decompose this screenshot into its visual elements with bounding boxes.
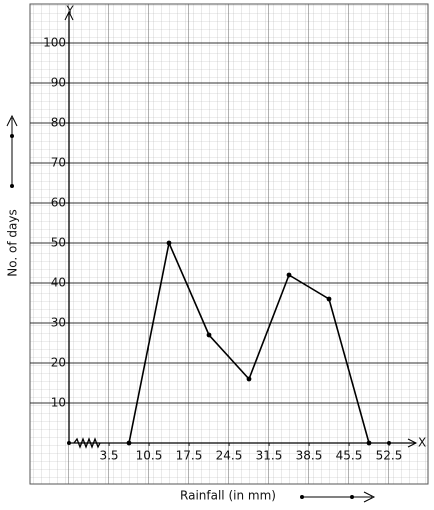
x-axis-title: Rainfall (in mm) — [180, 489, 276, 503]
point — [206, 332, 212, 338]
x-tick-label: 3.5 — [99, 449, 118, 463]
y-tick-label: 50 — [51, 236, 66, 250]
point — [366, 440, 372, 446]
deco-dot — [300, 495, 304, 499]
deco-arrowhead — [6, 114, 18, 127]
y-axis-title: No. of days — [6, 209, 20, 276]
deco-dot — [350, 495, 354, 499]
deco-arrowhead — [363, 491, 376, 503]
x-tick-label: 38.5 — [296, 449, 323, 463]
x-tick-label: 31.5 — [256, 449, 283, 463]
deco-dot — [10, 184, 14, 188]
graph-paper — [29, 3, 429, 485]
point — [326, 296, 332, 302]
x-tick-label: 10.5 — [136, 449, 163, 463]
plot — [30, 42, 428, 404]
y-arrow — [64, 10, 74, 21]
point — [286, 272, 292, 278]
axis-end-dot — [387, 441, 391, 445]
x-axis-name: X — [418, 436, 426, 450]
y-tick-label: 70 — [51, 156, 66, 170]
deco-dot — [10, 134, 14, 138]
y-tick-label: 80 — [51, 116, 66, 130]
x-tick-label: 24.5 — [216, 449, 243, 463]
x-tick-label: 52.5 — [376, 449, 403, 463]
y-tick-label: 10 — [51, 396, 66, 410]
x-arrow — [407, 438, 418, 448]
origin-dot — [67, 441, 71, 445]
x-tick-label: 45.5 — [336, 449, 363, 463]
x-tick-label: 17.5 — [176, 449, 203, 463]
point — [126, 440, 132, 446]
y-axis-name: Y — [65, 4, 74, 18]
y-tick-label: 30 — [51, 316, 66, 330]
y-tick-label: 90 — [51, 76, 66, 90]
y-tick-label: 40 — [51, 276, 66, 290]
y-tick-label: 20 — [51, 356, 66, 370]
axis-break — [73, 437, 101, 449]
point — [246, 376, 252, 382]
y-tick-label: 60 — [51, 196, 66, 210]
point — [166, 240, 172, 246]
y-tick-label: 100 — [43, 36, 66, 50]
